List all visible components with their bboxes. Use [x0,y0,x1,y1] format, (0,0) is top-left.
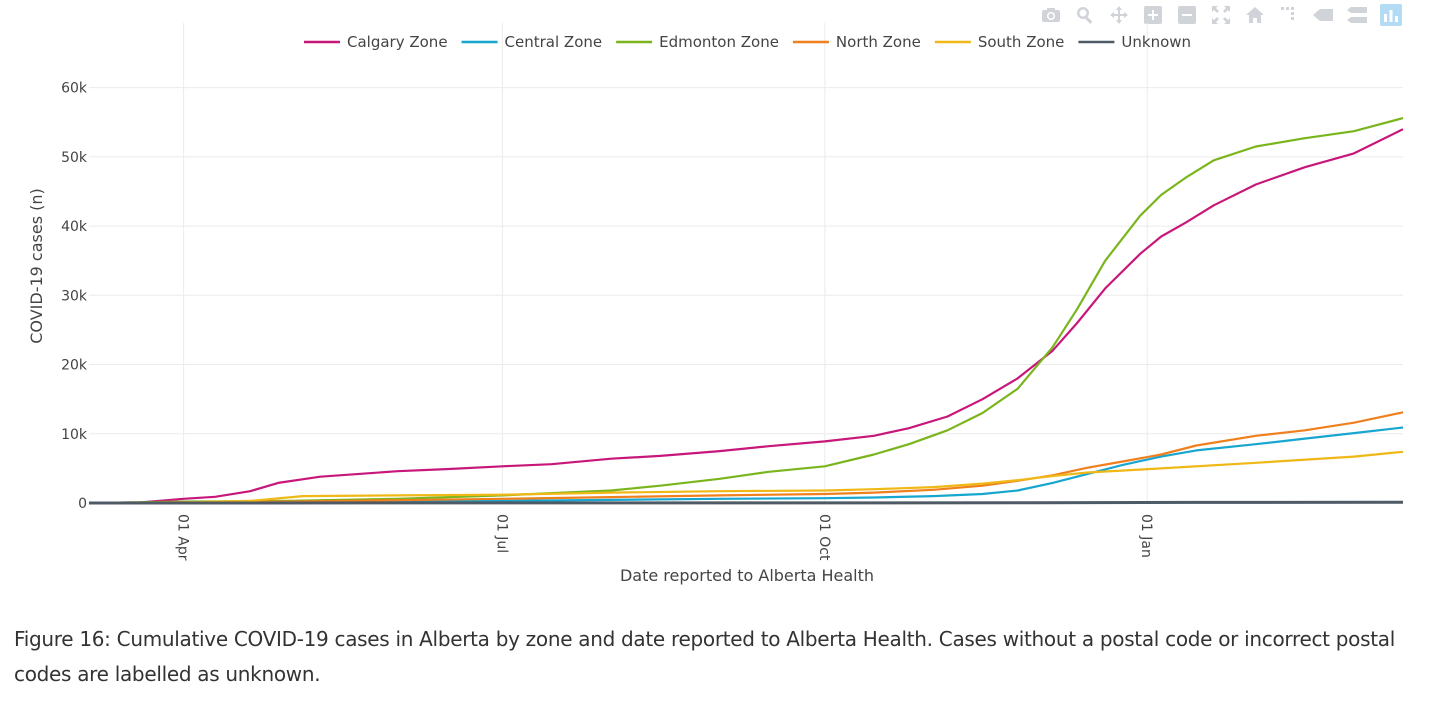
series-line-calgary-zone[interactable] [88,128,1404,505]
legend-item-label[interactable]: Calgary Zone [347,33,448,51]
legend-item-label[interactable]: Unknown [1121,33,1191,51]
x-tick-label: 01 Apr [175,514,191,561]
series-line-edmonton-zone[interactable] [88,117,1404,505]
y-tick-label: 60k [61,81,88,97]
reset-axes-icon[interactable] [1244,5,1266,25]
zoom-icon[interactable] [1074,5,1096,25]
series-line-north-zone[interactable] [88,411,1404,505]
y-tick-label: 40k [61,219,88,235]
series-line-south-zone[interactable] [88,450,1404,505]
camera-icon[interactable] [1040,5,1062,25]
autoscale-icon[interactable] [1210,5,1232,25]
spike-lines-icon[interactable] [1278,5,1300,25]
modebar [1040,4,1414,26]
series-line-central-zone[interactable] [88,426,1404,505]
figure-caption: Figure 16: Cumulative COVID-19 cases in … [14,627,1395,686]
hover-compare-icon[interactable] [1346,5,1368,25]
pan-icon[interactable] [1108,5,1130,25]
x-tick-label: 01 Oct [816,514,832,561]
plotly-logo-icon[interactable] [1380,4,1402,26]
legend-item-label[interactable]: Edmonton Zone [659,33,779,51]
legend-item-label[interactable]: South Zone [978,33,1065,51]
chart-container: 0 10k 20k 30k 40k 50k 60k 01 Apr 01 Jul 01 Oct 01 … [27,4,1414,585]
y-tick-label: 10k [61,427,88,443]
y-tick-label: 30k [61,288,88,304]
x-axis-title: Date reported to Alberta Health [620,566,874,585]
series-line-unknown[interactable] [88,500,1404,505]
legend-item-label[interactable]: North Zone [836,33,921,51]
y-tick-label: 50k [61,150,88,166]
x-tick-label: 01 Jan [1138,514,1154,558]
x-tick-label: 01 Jul [493,514,509,553]
zoom-in-icon[interactable] [1142,5,1164,25]
hover-closest-icon[interactable] [1312,5,1334,25]
legend-item-label[interactable]: Central Zone [505,33,603,51]
line-chart: 0 10k 20k 30k 40k 50k 60k 01 Apr 01 Jul 01 Oct 01 … [27,23,1404,585]
zoom-out-icon[interactable] [1176,5,1198,25]
y-tick-label: 0 [78,496,87,512]
y-axis-title: COVID-19 cases (n) [27,188,46,344]
y-tick-label: 20k [61,358,88,374]
